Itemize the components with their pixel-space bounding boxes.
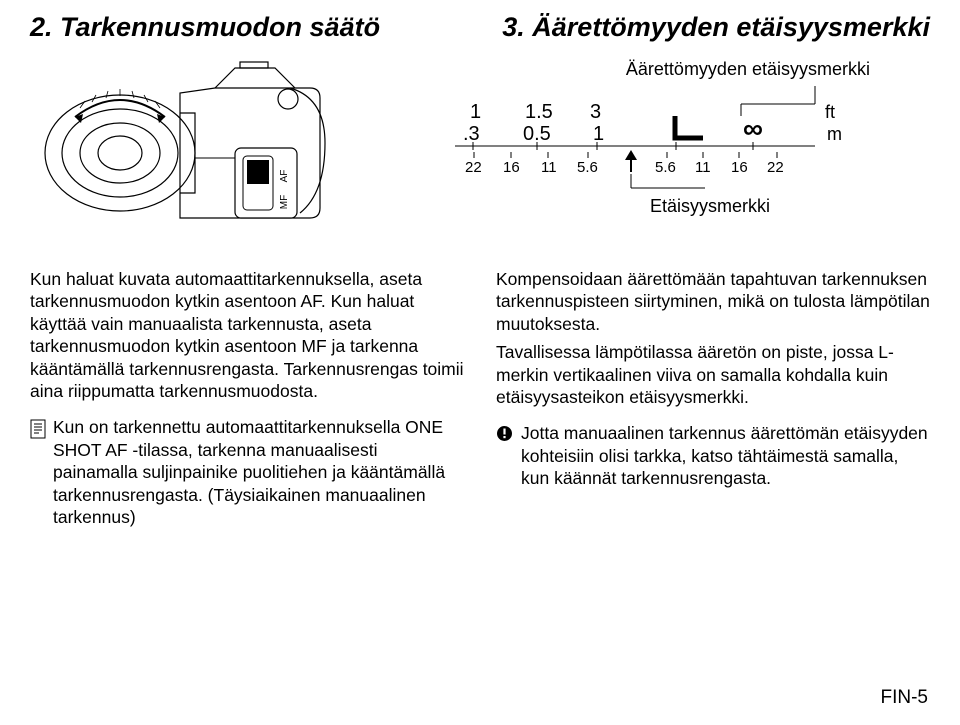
- ft-3: 3: [590, 101, 601, 123]
- right-paragraph-2: Tavallisessa lämpötilassa ääretön on pis…: [496, 341, 930, 408]
- switch-af-label: AF: [279, 170, 290, 183]
- svg-text:5.6: 5.6: [577, 159, 598, 176]
- heading-right: 3. Äärettömyyden etäisyysmerkki: [502, 12, 930, 43]
- ft-1: 1: [470, 101, 481, 123]
- ft-unit: ft: [825, 102, 835, 122]
- svg-text:11: 11: [541, 159, 557, 176]
- m-unit: m: [827, 124, 842, 144]
- m-0.5: 0.5: [523, 123, 551, 145]
- index-callout-label: Etäisyysmerkki: [650, 196, 770, 216]
- warning-icon: [496, 425, 514, 443]
- page-number: FIN-5: [881, 687, 929, 709]
- svg-text:5.6: 5.6: [655, 159, 676, 176]
- note-icon: [30, 419, 46, 439]
- l-mark: [675, 116, 703, 138]
- infinity-callout-label: Äärettömyyden etäisyysmerkki: [626, 59, 870, 80]
- right-paragraph-1: Kompensoidaan äärettömään tapahtuvan tar…: [496, 268, 930, 335]
- heading-left: 2. Tarkennusmuodon säätö: [30, 12, 380, 43]
- svg-text:22: 22: [767, 159, 784, 176]
- svg-text:11: 11: [695, 159, 711, 176]
- left-note-text: Kun on tarkennettu automaattitarkennukse…: [53, 416, 464, 528]
- camera-diagram: AF MF: [30, 53, 330, 243]
- ft-1.5: 1.5: [525, 101, 553, 123]
- m-0.3: .3: [463, 123, 480, 145]
- right-column: Kompensoidaan äärettömään tapahtuvan tar…: [496, 268, 930, 534]
- switch-mf-label: MF: [279, 195, 290, 209]
- svg-text:16: 16: [731, 159, 748, 176]
- infinity-symbol: ∞: [743, 113, 763, 144]
- right-note-text: Jotta manuaalinen tarkennus äärettömän e…: [521, 422, 930, 489]
- svg-text:22: 22: [465, 159, 482, 176]
- distance-scale-diagram: Äärettömyyden etäisyysmerkki 1 1.5 3 ft …: [350, 53, 930, 243]
- left-paragraph-1: Kun haluat kuvata automaattitarkennuksel…: [30, 268, 464, 402]
- svg-text:16: 16: [503, 159, 520, 176]
- m-1: 1: [593, 123, 604, 145]
- left-column: Kun haluat kuvata automaattitarkennuksel…: [30, 268, 464, 534]
